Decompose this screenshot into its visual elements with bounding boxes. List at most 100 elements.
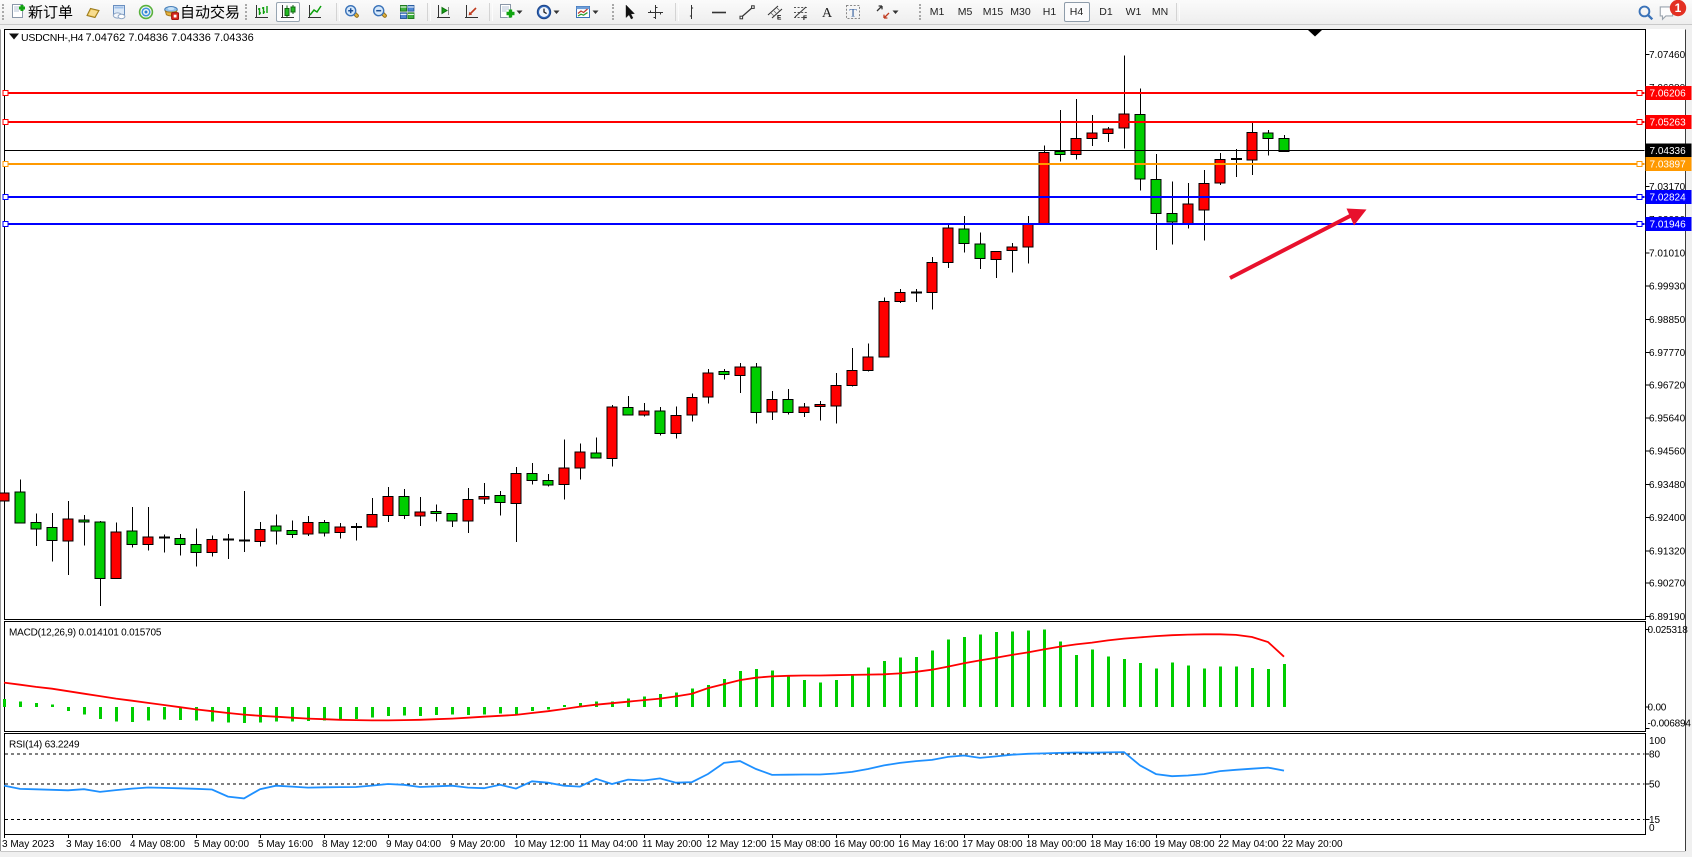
timeframe-m30[interactable]: M30 <box>1010 6 1031 18</box>
price-tick-label: 7.03170 <box>1649 182 1686 193</box>
periods-button[interactable] <box>532 2 564 22</box>
macd-hist-bar <box>355 707 358 719</box>
line-handle[interactable] <box>2 119 9 126</box>
price-tick-label: 6.90270 <box>1649 579 1686 590</box>
price-badge-label: 7.05263 <box>1650 118 1687 129</box>
macd-hist-bar <box>1011 631 1014 708</box>
macd-hist-bar <box>739 670 742 708</box>
timeframe-h4[interactable]: H4 <box>1063 2 1090 22</box>
line-handle[interactable] <box>2 161 9 168</box>
collapse-chart-icon[interactable] <box>9 33 19 40</box>
line-handle[interactable] <box>1636 90 1643 97</box>
macd-hist-bar <box>1155 668 1158 708</box>
candle-body <box>446 513 458 522</box>
toolbar-button-label <box>182 4 239 19</box>
timeframe-h1[interactable]: H1 <box>1042 6 1057 18</box>
bar-chart-button[interactable] <box>251 2 273 22</box>
templates-button[interactable] <box>570 2 604 22</box>
toolbar-grip <box>245 4 249 20</box>
line-handle[interactable] <box>2 90 9 97</box>
label-button[interactable]: T <box>843 2 863 22</box>
cursor-button[interactable] <box>620 2 638 22</box>
candle-body <box>1070 137 1082 156</box>
vline-button[interactable] <box>682 2 700 22</box>
line-handle[interactable] <box>2 221 9 228</box>
arrow-annotation[interactable] <box>1229 208 1367 280</box>
macd-hist-bar <box>1219 666 1222 708</box>
zoom-in-icon <box>344 4 359 18</box>
time-tick-label: 15 May 08:00 <box>770 839 831 850</box>
macd-hist-bar <box>115 707 118 722</box>
timeframe-m15[interactable]: M15 <box>982 6 1004 18</box>
timeframe-mn[interactable]: MN <box>1151 6 1169 18</box>
macd-hist-bar <box>867 667 870 708</box>
zoom-out-icon <box>372 4 387 18</box>
signals-button[interactable] <box>135 2 157 22</box>
candle-body <box>30 521 42 530</box>
candle-body <box>190 544 202 554</box>
timeframe-m5[interactable]: M5 <box>957 6 973 18</box>
svg-text:F: F <box>803 15 807 20</box>
candle-body <box>1134 113 1146 180</box>
macd-hist-bar <box>403 707 406 716</box>
candle-body <box>702 372 714 398</box>
candle-chart-button[interactable] <box>276 2 300 22</box>
candle-body <box>734 366 746 376</box>
chart-shift-button[interactable] <box>432 2 456 22</box>
profiles-button[interactable] <box>82 2 104 22</box>
chart-background <box>1 29 1686 851</box>
channel-button[interactable]: E <box>764 2 786 22</box>
timeframe-m1[interactable]: M1 <box>929 6 945 18</box>
arrows-button[interactable] <box>868 2 906 22</box>
candle-body <box>1054 151 1066 155</box>
new-order-button[interactable] <box>10 2 74 22</box>
candle-body <box>926 261 938 294</box>
candle-body <box>254 529 266 542</box>
candle-body <box>798 406 810 413</box>
macd-hist-bar <box>99 707 102 719</box>
candle-body <box>494 494 506 504</box>
tile-windows-button[interactable] <box>395 2 419 22</box>
time-axis[interactable]: 3 May 2023 3 May 16:00 4 May 08:00 5 May 00… <box>2 834 1343 851</box>
candle-body <box>846 369 858 386</box>
macd-hist-bar <box>1123 658 1126 708</box>
line-handle[interactable] <box>1636 119 1643 126</box>
autotrading-button[interactable] <box>159 2 245 22</box>
time-tick-label: 18 May 00:00 <box>1026 839 1087 850</box>
macd-hist-bar <box>323 707 326 721</box>
price-tick-label: 6.95640 <box>1649 413 1686 424</box>
fibonacci-button[interactable]: F <box>790 2 812 22</box>
text-button[interactable]: A <box>818 2 836 22</box>
macd-hist-bar <box>1283 663 1286 708</box>
price-badge-label: 7.06206 <box>1650 89 1687 100</box>
rsi-axis[interactable]: 100 80 50 150 <box>1645 736 1667 834</box>
macd-axis[interactable]: 0.025318 0.00 -0.006894 <box>1645 625 1692 730</box>
line-handle[interactable] <box>2 194 9 201</box>
macd-hist-bar <box>483 707 486 715</box>
candle-body <box>606 406 618 460</box>
candle-body <box>782 399 794 413</box>
search-button[interactable] <box>1634 2 1656 22</box>
line-handle[interactable] <box>1636 161 1643 168</box>
macd-hist-bar <box>515 707 518 715</box>
line-handle[interactable] <box>1636 221 1643 228</box>
hline-button[interactable] <box>710 2 728 22</box>
macd-hist-bar <box>67 707 70 712</box>
timeframe-w1[interactable]: W1 <box>1125 6 1142 18</box>
line-chart-button[interactable] <box>304 2 326 22</box>
zoom-out-button[interactable] <box>369 2 391 22</box>
hline-objects <box>2 90 1645 228</box>
strategy-tester-button[interactable] <box>108 2 130 22</box>
line-handle[interactable] <box>1636 194 1643 201</box>
trendline-button[interactable] <box>738 2 756 22</box>
macd-hist-bar <box>1251 667 1254 708</box>
zoom-in-button[interactable] <box>341 2 363 22</box>
notifications-button[interactable]: 1 <box>1656 0 1690 22</box>
search-icon <box>1638 5 1653 20</box>
crosshair-button[interactable] <box>646 2 664 22</box>
auto-scroll-button[interactable] <box>460 2 484 22</box>
indicators-button[interactable] <box>495 2 527 22</box>
timeframe-d1[interactable]: D1 <box>1099 6 1113 18</box>
macd-hist-bar <box>883 661 886 708</box>
macd-hist-bar <box>195 707 198 721</box>
